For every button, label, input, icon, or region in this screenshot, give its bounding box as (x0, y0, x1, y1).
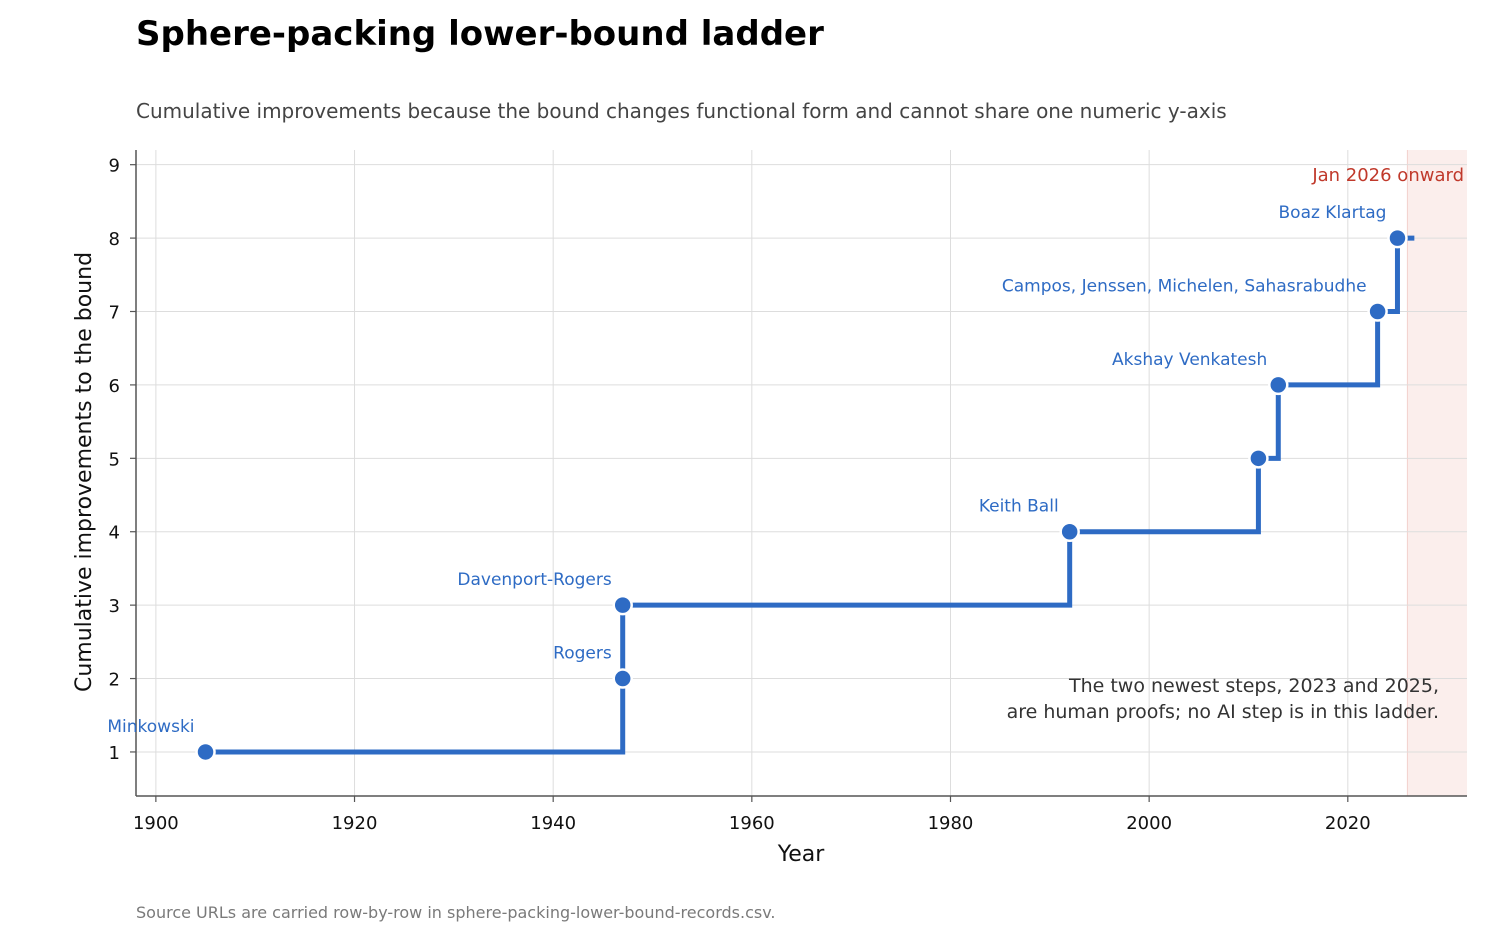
data-point (195, 741, 216, 763)
shaded-region-label: Jan 2026 onward (1311, 165, 1464, 186)
data-point (612, 594, 633, 616)
x-tick-label: 1980 (928, 813, 974, 834)
y-tick-label: 9 (109, 156, 120, 177)
y-tick-label: 7 (109, 303, 120, 324)
label-layer: Minkowski Rogers Davenport-Rogers Keith Bal… (107, 203, 1386, 737)
y-tick-label: 3 (109, 596, 120, 617)
grid-layer (136, 150, 1467, 796)
data-point (1248, 448, 1269, 469)
axis-layer: 1900 1920 1940 1960 1980 2000 2020 1 2 3 4 5 6 7 8 9 (109, 150, 1467, 834)
chart-title: Sphere-packing lower-bound ladder (136, 14, 824, 54)
point-label: Campos, Jenssen, Michelen, Sahasrabudhe (1002, 277, 1367, 297)
x-axis-label: Year (777, 842, 826, 867)
y-axis-label: Cumulative improvements to the bound (72, 252, 97, 692)
y-tick-label: 1 (109, 743, 120, 764)
y-tick-label: 8 (109, 229, 120, 250)
y-tick-label: 5 (109, 449, 120, 470)
data-point (1268, 374, 1289, 396)
point-label: Keith Ball (979, 497, 1059, 517)
data-point (1059, 521, 1080, 542)
chart-subtitle: Cumulative improvements because the boun… (136, 99, 1227, 123)
data-point (1387, 227, 1408, 249)
x-tick-label: 1940 (530, 813, 576, 834)
point-label: Akshay Venkatesh (1112, 350, 1267, 370)
annotation-line-2: are human proofs; no AI step is in this … (1007, 701, 1439, 723)
y-tick-label: 4 (109, 523, 120, 544)
point-label: Boaz Klartag (1279, 203, 1387, 223)
point-label: Rogers (553, 644, 612, 664)
x-tick-label: 1920 (332, 813, 378, 834)
x-tick-label: 1900 (133, 813, 179, 834)
source-note: Source URLs are carried row-by-row in sp… (136, 903, 776, 922)
annotation-line-1: The two newest steps, 2023 and 2025, (1068, 675, 1439, 697)
point-label: Minkowski (107, 717, 194, 737)
shaded-region (1407, 150, 1467, 796)
y-tick-label: 2 (109, 670, 120, 691)
y-tick-label: 6 (109, 376, 120, 397)
shaded-region-layer (1406, 150, 1467, 796)
x-tick-label: 1960 (729, 813, 775, 834)
data-point (1367, 301, 1388, 322)
point-label: Davenport-Rogers (457, 570, 611, 590)
x-tick-label: 2020 (1325, 813, 1371, 834)
series-layer (195, 227, 1415, 763)
x-tick-label: 2000 (1126, 813, 1172, 834)
data-point (612, 668, 633, 689)
